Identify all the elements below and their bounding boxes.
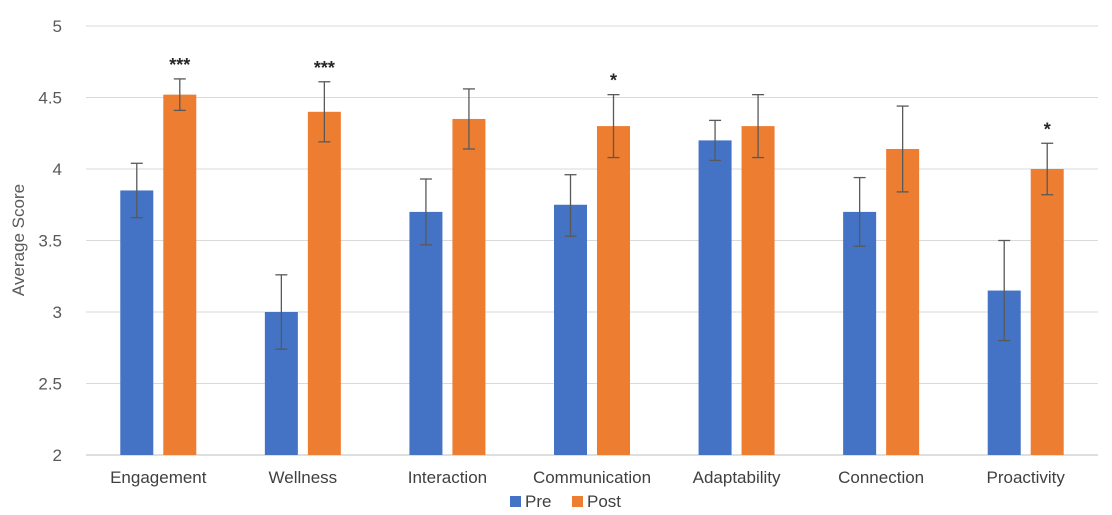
y-tick-label: 5 [53, 17, 62, 36]
x-tick-label: Proactivity [987, 468, 1066, 487]
y-tick-label: 3.5 [38, 232, 62, 251]
x-tick-label: Communication [533, 468, 651, 487]
bar-pre [120, 190, 154, 455]
significance-marker: * [610, 71, 617, 91]
significance-marker: * [1044, 119, 1051, 139]
x-tick-label: Engagement [110, 468, 207, 487]
bar-post [741, 126, 775, 455]
x-tick-label: Wellness [269, 468, 338, 487]
bar-post [886, 148, 920, 456]
x-tick-label: Interaction [408, 468, 487, 487]
bar-post [597, 126, 630, 455]
gridlines [86, 25, 1098, 456]
y-tick-label: 4 [53, 160, 62, 179]
legend-label-post: Post [587, 492, 621, 510]
bar-post [163, 94, 197, 455]
significance-marker: *** [314, 58, 335, 78]
significance-markers: *** ***** [169, 55, 1050, 139]
x-tick-label: Connection [838, 468, 924, 487]
legend-swatch-pre [510, 496, 521, 507]
legend: Pre Post [510, 492, 621, 511]
bar-post [452, 118, 486, 455]
y-tick-label: 2.5 [38, 375, 62, 394]
x-axis-ticks: Engagement Wellness Interaction Communicati… [110, 468, 1065, 487]
significance-marker: *** [169, 55, 190, 75]
bar-pre [409, 211, 443, 455]
bar-post [307, 111, 341, 456]
legend-label-pre: Pre [525, 492, 551, 510]
y-tick-label: 2 [53, 446, 62, 465]
error-bars [130, 78, 1054, 350]
x-tick-label: Adaptability [693, 468, 781, 487]
y-tick-label: 3 [53, 303, 62, 322]
bar-post [1030, 169, 1064, 455]
y-tick-label: 4.5 [38, 89, 62, 108]
legend-swatch-post [572, 496, 583, 507]
y-axis-label: Average Score [9, 184, 28, 296]
y-axis-ticks: 2 2.5 3 3.5 4 4.5 5 [38, 17, 62, 465]
bar-pre [554, 204, 587, 455]
bar-pre [843, 211, 877, 455]
bar-pre [698, 140, 732, 455]
bars [120, 94, 1064, 456]
